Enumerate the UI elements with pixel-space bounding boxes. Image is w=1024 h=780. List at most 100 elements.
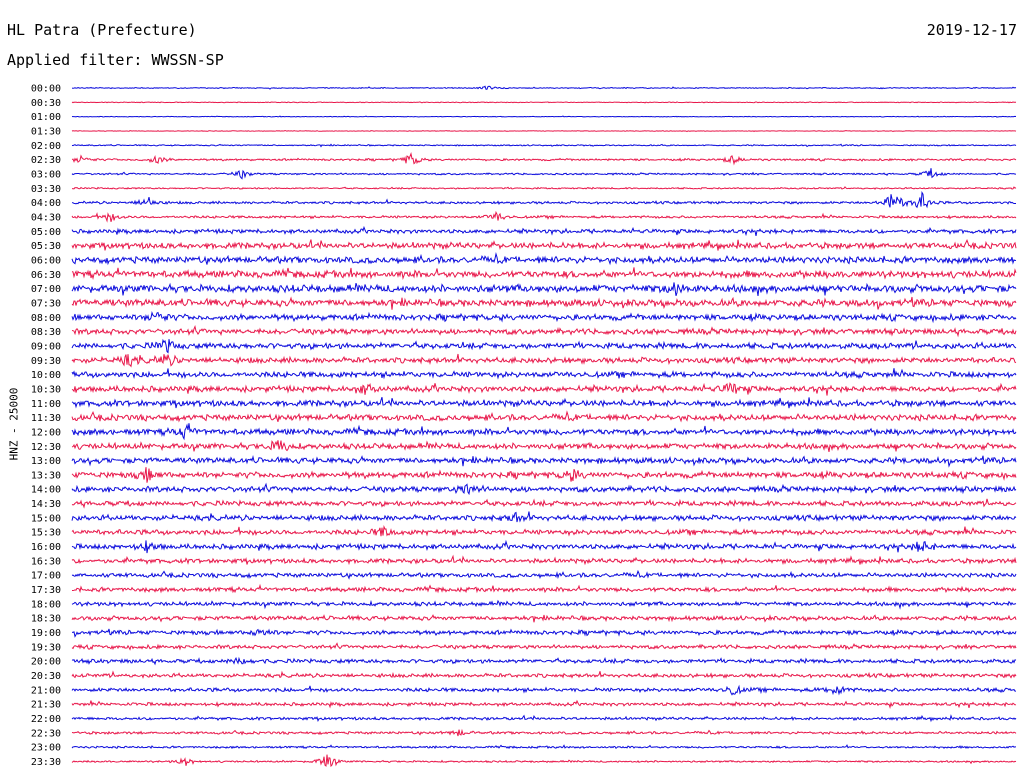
time-tick-label: 09:30 [31,356,61,367]
time-tick-label: 02:00 [31,141,61,152]
time-tick-label: 12:30 [31,442,61,453]
seismic-trace [71,684,1017,696]
time-tick-label: 02:30 [31,155,61,166]
seismic-trace [71,423,1017,441]
seismic-trace [71,115,1017,118]
time-tick-label: 03:00 [31,169,61,180]
seismic-trace [71,583,1017,594]
seismic-trace [71,744,1017,750]
seismic-trace [71,397,1017,409]
seismic-trace [71,699,1017,709]
seismic-trace [71,129,1017,133]
time-tick-label: 11:00 [31,399,61,410]
time-tick-label: 03:30 [31,184,61,195]
time-tick-label: 09:00 [31,341,61,352]
time-tick-label: 08:00 [31,313,61,324]
seismic-trace [71,225,1017,237]
time-tick-label: 20:00 [31,657,61,668]
time-tick-label: 23:00 [31,743,61,754]
time-tick-label: 17:30 [31,585,61,596]
seismic-trace [71,168,1017,180]
seismic-trace [71,186,1017,190]
time-tick-label: 00:30 [31,98,61,109]
time-tick-label: 16:30 [31,556,61,567]
time-tick-label: 18:00 [31,599,61,610]
time-tick-label: 22:00 [31,714,61,725]
time-tick-label: 04:00 [31,198,61,209]
filter-label: Applied filter: WWSSN-SP [7,51,224,69]
seismic-trace [71,728,1017,737]
seismic-trace [71,569,1017,580]
seismic-trace [71,190,1017,209]
time-tick-label: 07:30 [31,298,61,309]
seismic-trace [71,614,1017,623]
seismic-trace [71,754,1017,768]
seismic-trace [71,338,1017,354]
seismic-trace [71,410,1017,423]
time-tick-label: 05:00 [31,227,61,238]
seismic-trace [71,554,1017,566]
seismic-trace [71,151,1017,166]
seismic-trace [71,498,1017,509]
seismic-trace [71,296,1017,310]
seismic-trace [71,455,1017,468]
time-tick-label: 05:30 [31,241,61,252]
seismic-trace [71,238,1017,251]
seismic-trace [71,210,1017,223]
time-tick-label: 01:30 [31,126,61,137]
time-tick-label: 15:30 [31,528,61,539]
seismic-trace [71,714,1017,723]
time-tick-label: 04:30 [31,212,61,223]
time-tick-label: 08:30 [31,327,61,338]
time-tick-label: 13:00 [31,456,61,467]
record-date: 2019-12-17 [926,21,1017,39]
seismic-trace [71,85,1017,90]
seismic-trace [71,353,1017,368]
seismic-trace [71,382,1017,396]
time-tick-label: 12:00 [31,427,61,438]
seismic-trace [71,325,1017,338]
seismic-trace [71,670,1017,679]
time-tick-label: 14:00 [31,485,61,496]
seismic-trace [71,511,1017,523]
seismic-trace [71,656,1017,666]
time-tick-label: 23:30 [31,757,61,768]
seismic-trace [71,311,1017,324]
seismic-trace [71,368,1017,380]
seismic-trace [71,251,1017,266]
time-tick-label: 14:30 [31,499,61,510]
seismic-trace [71,642,1017,652]
seismic-trace [71,467,1017,483]
time-tick-label: 16:00 [31,542,61,553]
time-tick-label: 06:30 [31,270,61,281]
time-tick-label: 01:00 [31,112,61,123]
time-tick-label: 22:30 [31,728,61,739]
time-tick-label: 21:30 [31,700,61,711]
seismic-trace [71,599,1017,610]
time-tick-label: 11:30 [31,413,61,424]
seismic-trace [71,482,1017,496]
time-tick-label: 18:30 [31,614,61,625]
time-tick-label: 15:00 [31,513,61,524]
seismic-trace [71,143,1017,148]
seismic-trace [71,525,1017,537]
time-tick-label: 10:30 [31,384,61,395]
time-tick-label: 13:30 [31,470,61,481]
time-tick-label: 07:00 [31,284,61,295]
time-tick-label: 19:00 [31,628,61,639]
time-tick-label: 17:00 [31,571,61,582]
time-tick-label: 21:00 [31,685,61,696]
seismic-trace [71,267,1017,281]
seismic-trace [71,628,1017,638]
time-tick-label: 19:30 [31,642,61,653]
time-tick-label: 06:00 [31,255,61,266]
seismic-trace [71,440,1017,452]
time-tick-label: 00:00 [31,84,61,95]
time-tick-label: 20:30 [31,671,61,682]
seismic-trace [71,101,1017,104]
seismic-trace [71,282,1017,297]
seismic-trace [71,539,1017,554]
station-title: HL Patra (Prefecture) [7,21,197,39]
time-tick-label: 10:00 [31,370,61,381]
